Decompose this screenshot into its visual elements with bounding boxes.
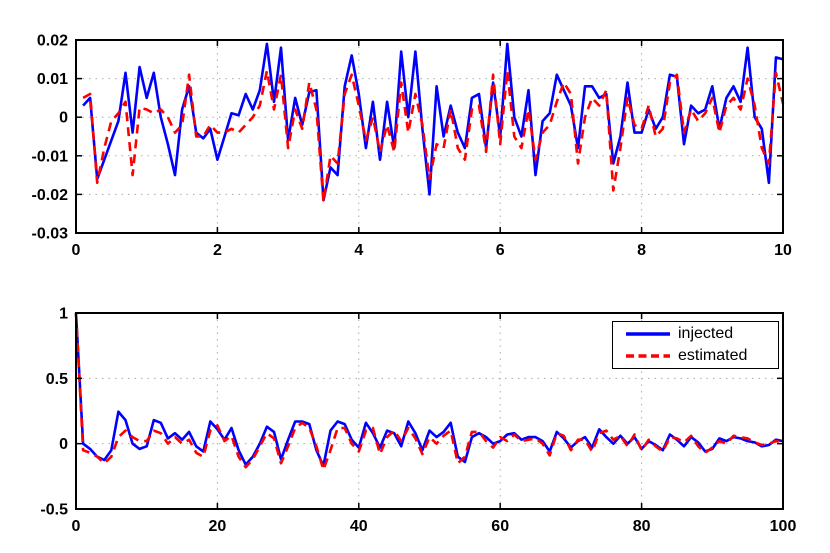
y-tick-label: 0.01 [37, 71, 68, 88]
x-tick-label: 100 [770, 518, 797, 535]
x-tick-label: 40 [350, 518, 368, 535]
x-tick-label: 6 [496, 242, 505, 259]
x-tick-label: 80 [633, 518, 651, 535]
y-tick-label: -0.01 [32, 148, 69, 165]
injected-line-sample [626, 332, 670, 336]
estimated-line-sample [626, 354, 670, 358]
legend: injected estimated [612, 321, 779, 369]
y-tick-label: -0.02 [32, 187, 69, 204]
x-tick-label: 10 [774, 242, 792, 259]
x-tick-label: 2 [213, 242, 222, 259]
x-tick-label: 60 [491, 518, 509, 535]
y-tick-label: -0.5 [40, 502, 68, 519]
x-tick-label: 0 [72, 242, 81, 259]
y-tick-label: 0.02 [37, 33, 68, 50]
legend-item-injected: injected [624, 323, 778, 345]
y-tick-label: -0.03 [32, 226, 69, 243]
legend-label-injected: injected [678, 325, 734, 342]
estimated-line [74, 312, 784, 472]
injected-line [82, 42, 784, 202]
legend-label-estimated: estimated [678, 347, 748, 364]
estimated-line [82, 69, 785, 204]
legend-item-estimated: estimated [624, 345, 778, 367]
axes-frame [75, 39, 784, 234]
x-tick-label: 20 [209, 518, 227, 535]
x-tick-label: 0 [72, 518, 81, 535]
x-tick-label: 8 [637, 242, 646, 259]
y-tick-label: 0.5 [46, 371, 68, 388]
y-tick-label: 0 [59, 110, 68, 127]
y-tick-label: 1 [59, 306, 68, 323]
axes-frame [75, 312, 784, 510]
x-tick-label: 4 [354, 242, 363, 259]
y-tick-label: 0 [59, 436, 68, 453]
